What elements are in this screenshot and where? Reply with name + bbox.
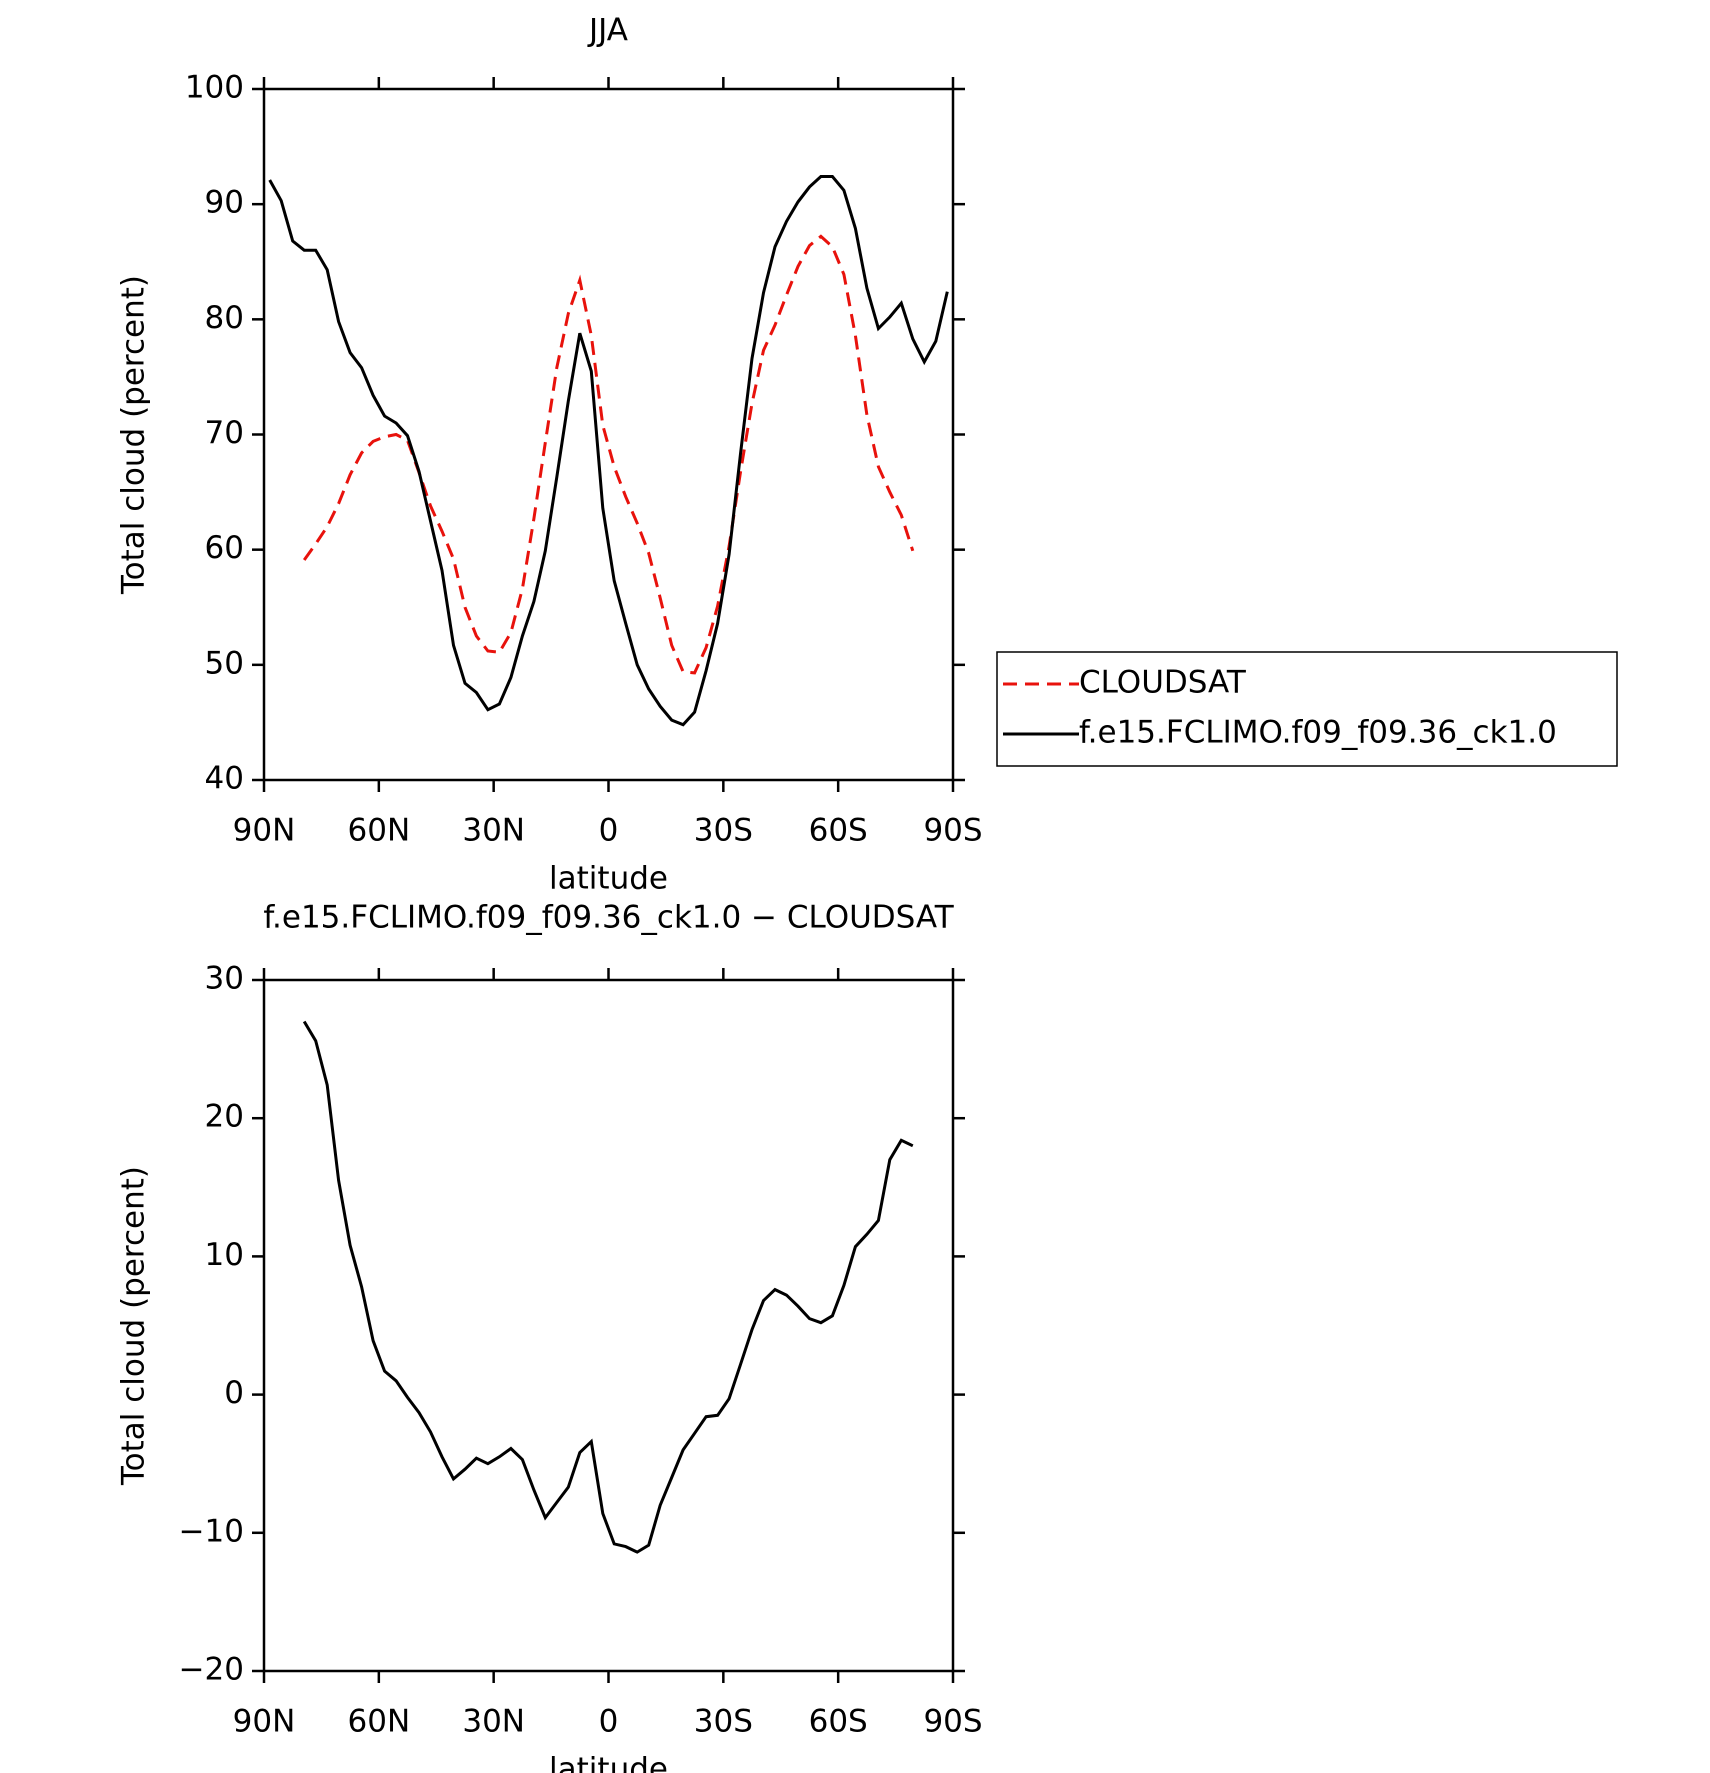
x-tick-label: 90S	[923, 813, 982, 849]
plot-frame	[262, 87, 955, 782]
y-tick-label: 20	[205, 1099, 244, 1135]
y-axis-label: Total cloud (percent)	[116, 275, 152, 595]
y-tick-label: 100	[185, 70, 244, 106]
x-tick-label: 90N	[233, 1704, 296, 1740]
y-tick-label: 60	[205, 530, 244, 566]
y-tick-label: 70	[205, 415, 244, 451]
legend-label: CLOUDSAT	[1079, 665, 1247, 701]
y-tick-label: 50	[205, 645, 244, 681]
x-tick-label: 30N	[462, 813, 525, 849]
y-tick-label: 80	[205, 300, 244, 336]
y-tick-label: −20	[179, 1652, 244, 1688]
x-tick-label: 90N	[233, 813, 296, 849]
legend-box	[996, 651, 1618, 767]
y-tick-label: 10	[205, 1237, 244, 1273]
y-tick-label: −10	[179, 1513, 244, 1549]
x-tick-label: 90S	[923, 1704, 982, 1740]
chart-title: JJA	[587, 13, 628, 49]
x-tick-label: 30S	[694, 813, 753, 849]
x-tick-label: 60S	[809, 813, 868, 849]
x-tick-label: 0	[599, 1704, 619, 1740]
y-tick-label: 90	[205, 185, 244, 221]
x-tick-label: 30N	[462, 1704, 525, 1740]
y-axis-label: Total cloud (percent)	[116, 1166, 152, 1486]
plot-frame	[262, 978, 955, 1673]
data-line	[302, 234, 915, 675]
chart-title: f.e15.FCLIMO.f09_f09.36_ck1.0 − CLOUDSAT	[263, 900, 954, 936]
y-tick-label: 0	[224, 1375, 244, 1411]
x-tick-label: 60N	[348, 1704, 411, 1740]
data-line	[302, 1020, 914, 1554]
x-tick-label: 30S	[694, 1704, 753, 1740]
data-line	[268, 175, 949, 727]
x-axis-label: latitude	[549, 1752, 668, 1773]
y-tick-label: 40	[205, 761, 244, 797]
x-axis-label: latitude	[549, 861, 668, 897]
legend-label: f.e15.FCLIMO.f09_f09.36_ck1.0	[1079, 715, 1557, 751]
x-tick-label: 60S	[809, 1704, 868, 1740]
x-tick-label: 60N	[348, 813, 411, 849]
x-tick-label: 0	[599, 813, 619, 849]
y-tick-label: 30	[205, 961, 244, 997]
